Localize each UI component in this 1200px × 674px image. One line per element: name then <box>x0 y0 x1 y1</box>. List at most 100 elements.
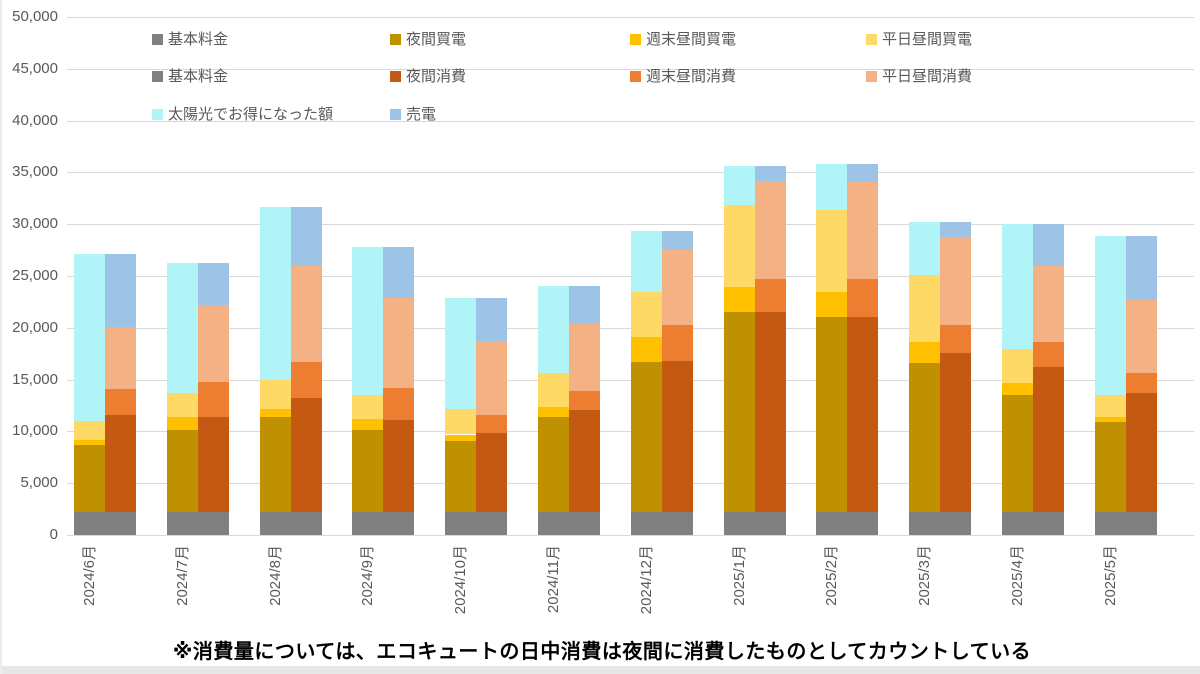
gridline <box>67 276 1194 277</box>
bar-segment <box>1002 382 1033 396</box>
bar-segment <box>166 393 198 417</box>
bar-segment <box>1033 367 1064 513</box>
bar-segment <box>569 409 600 513</box>
bar-segment <box>445 434 477 441</box>
bar-segment <box>1002 224 1033 349</box>
bar-segment <box>1094 395 1126 417</box>
bar-segment <box>1125 393 1157 513</box>
bar-segment <box>661 250 693 325</box>
bar-segment <box>383 387 415 420</box>
bar-segment <box>1094 235 1126 396</box>
bar-segment <box>940 352 972 513</box>
x-axis-label-text: 2025/4月 <box>1009 545 1026 606</box>
x-axis-label-text: 2024/7月 <box>173 545 191 606</box>
bar-segment <box>816 291 848 318</box>
legend-swatch-icon <box>390 34 401 45</box>
bar-segment <box>538 406 569 417</box>
y-axis-tick-label: 15,000 <box>12 370 58 388</box>
bar-segment <box>661 360 693 513</box>
bar-segment <box>259 206 291 380</box>
bar-segment <box>105 326 136 389</box>
legend-swatch-icon <box>152 34 163 45</box>
x-axis-label-text: 2024/9月 <box>359 545 377 606</box>
bar-segment <box>290 265 322 362</box>
bar-segment <box>661 231 693 251</box>
bar-segment <box>754 180 786 280</box>
bar-segment <box>909 363 941 513</box>
chart-note: ※消費量については、エコキュートの日中消費は夜間に消費したものとしてカウントして… <box>172 641 1032 663</box>
bar-segment <box>74 444 105 513</box>
gridline <box>67 483 1194 485</box>
bar-segment <box>940 222 972 237</box>
bar-segment <box>723 512 755 535</box>
legend-label: 週末昼間消費 <box>646 68 737 85</box>
bar-segment <box>847 512 879 535</box>
bar-segment <box>74 512 105 535</box>
bar-segment <box>352 418 384 431</box>
bar-segment <box>1125 299 1157 374</box>
gridline <box>67 224 1194 226</box>
legend-swatch-icon <box>390 109 401 120</box>
bar-segment <box>847 279 879 318</box>
legend-label: 平日昼間消費 <box>882 68 973 85</box>
bar-segment <box>661 512 693 535</box>
y-axis-tick-label: 45,000 <box>12 59 58 77</box>
bar-segment <box>383 297 415 388</box>
bar-segment <box>259 408 291 417</box>
bar-segment <box>197 262 229 305</box>
bar-segment <box>166 416 198 431</box>
bar-segment <box>754 166 786 181</box>
gridline <box>67 172 1194 174</box>
bar-segment <box>1033 512 1064 535</box>
bar-segment <box>723 166 755 205</box>
y-axis-tick-label: 0 <box>49 526 58 543</box>
bar-segment <box>538 373 569 407</box>
bar-segment <box>940 512 972 535</box>
x-axis-label-text: 2024/6月 <box>81 545 98 606</box>
bar-segment <box>1125 512 1157 535</box>
bar-segment <box>630 337 662 362</box>
legend-swatch-icon <box>390 71 401 82</box>
bar-segment <box>847 164 879 182</box>
bar-segment <box>290 398 322 513</box>
legend-swatch-icon <box>630 34 641 45</box>
bar-segment <box>1094 512 1126 535</box>
bar-segment <box>909 274 941 343</box>
window-bottom-edge <box>2 666 1200 674</box>
legend-label: 基本料金 <box>168 31 229 48</box>
bar-segment <box>105 512 136 535</box>
bar-segment <box>1125 235 1157 300</box>
y-axis-tick-label: 50,000 <box>12 8 58 25</box>
bar-segment <box>445 440 477 513</box>
bar-segment <box>476 341 508 415</box>
bar-segment <box>1094 416 1126 423</box>
bar-segment <box>383 246 415 298</box>
y-axis-tick-label: 40,000 <box>12 111 58 129</box>
bar-segment <box>166 262 198 394</box>
bar-segment <box>754 512 786 535</box>
bar-segment <box>290 361 322 399</box>
bar-segment <box>1033 342 1064 368</box>
bar-segment <box>197 381 229 417</box>
bar-segment <box>105 254 136 327</box>
bar-segment <box>476 297 508 342</box>
x-axis-label-text: 2024/12月 <box>637 545 655 615</box>
bar-segment <box>909 222 941 275</box>
y-axis-tick-label: 5,000 <box>20 474 58 492</box>
bar-segment <box>74 254 105 422</box>
bar-segment <box>940 236 972 325</box>
legend-label: 平日昼間買電 <box>882 31 973 48</box>
bar-segment <box>445 408 477 435</box>
bar-segment <box>630 512 662 535</box>
x-axis-label-text: 2025/5月 <box>1101 545 1119 606</box>
bar-segment <box>290 206 322 266</box>
bar-segment <box>538 512 569 535</box>
bar-segment <box>1002 395 1033 513</box>
bar-segment <box>166 512 198 535</box>
bar-segment <box>1125 373 1157 394</box>
bar-segment <box>847 181 879 280</box>
bar-segment <box>816 317 848 513</box>
bar-segment <box>569 323 600 391</box>
x-axis-label-text: 2024/11月 <box>545 545 562 614</box>
